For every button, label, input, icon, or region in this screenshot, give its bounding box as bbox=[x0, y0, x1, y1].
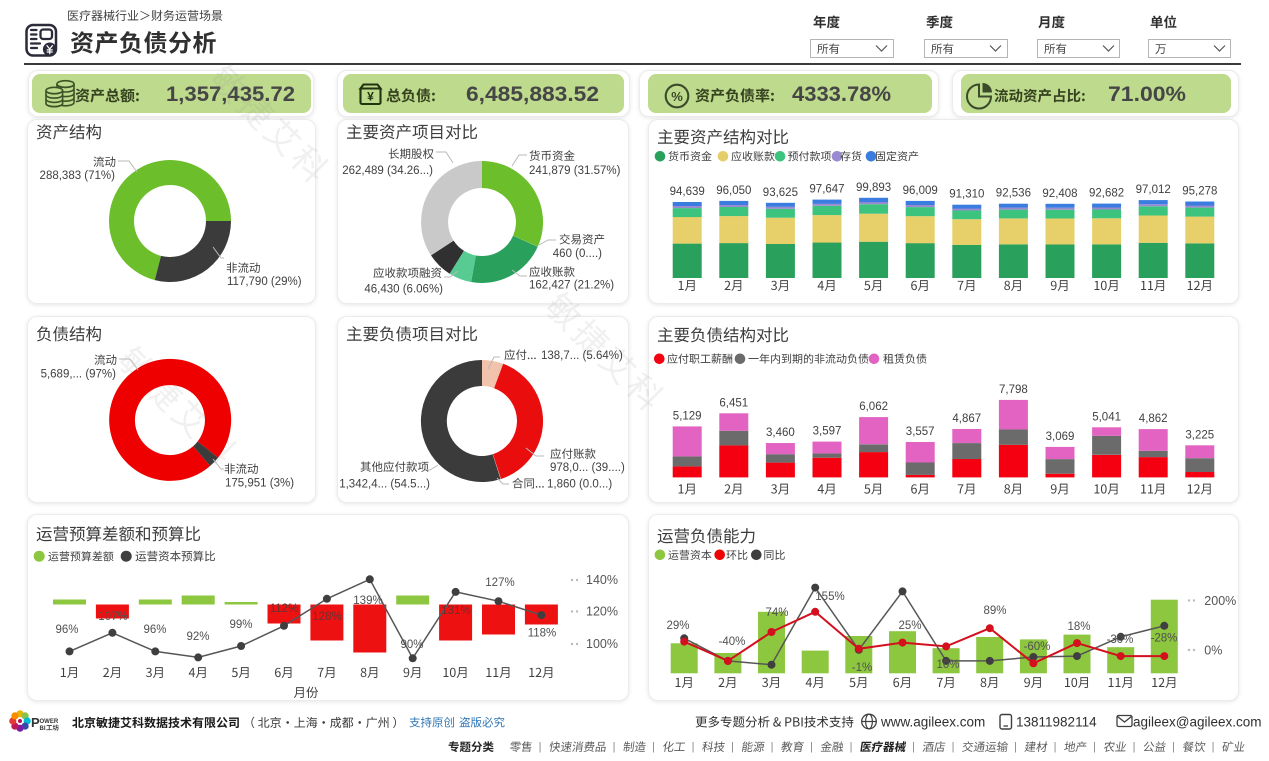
svg-text:%: % bbox=[671, 89, 683, 104]
svg-text:112%: 112% bbox=[270, 603, 299, 615]
svg-text:|: | bbox=[850, 741, 853, 753]
svg-text:46,430 (6.06%): 46,430 (6.06%) bbox=[364, 284, 443, 296]
svg-text:93,625: 93,625 bbox=[763, 187, 798, 199]
svg-text:6,062: 6,062 bbox=[859, 401, 888, 413]
svg-text:92%: 92% bbox=[186, 631, 209, 643]
svg-text:97,012: 97,012 bbox=[1136, 184, 1171, 196]
svg-text:162,427 (21.2%): 162,427 (21.2%) bbox=[529, 280, 614, 292]
svg-text:|: | bbox=[912, 741, 915, 753]
svg-text:3,557: 3,557 bbox=[906, 426, 935, 438]
svg-text:117,790 (29%): 117,790 (29%) bbox=[227, 276, 302, 288]
svg-text:94,639: 94,639 bbox=[670, 186, 705, 198]
svg-text:3,069: 3,069 bbox=[1046, 431, 1075, 443]
svg-text:P: P bbox=[31, 715, 40, 730]
svg-text:139%: 139% bbox=[353, 595, 382, 607]
svg-text:71.00%: 71.00% bbox=[1108, 83, 1186, 106]
svg-text:96,009: 96,009 bbox=[903, 185, 938, 197]
svg-text:|: | bbox=[1014, 741, 1017, 753]
svg-text:0%: 0% bbox=[1204, 644, 1222, 658]
svg-text:-1%: -1% bbox=[852, 662, 872, 674]
svg-text:241,879 (31.57%): 241,879 (31.57%) bbox=[529, 165, 621, 177]
svg-text:25%: 25% bbox=[898, 620, 921, 632]
svg-text:7,798: 7,798 bbox=[999, 384, 1028, 396]
svg-text:460 (0....): 460 (0....) bbox=[553, 248, 602, 260]
svg-text:99%: 99% bbox=[229, 619, 252, 631]
svg-text:6,451: 6,451 bbox=[719, 397, 748, 409]
svg-text:-40%: -40% bbox=[719, 636, 746, 648]
svg-text:138,7... (5.64%): 138,7... (5.64%) bbox=[541, 350, 623, 362]
svg-text:128%: 128% bbox=[312, 611, 341, 623]
svg-text:92,408: 92,408 bbox=[1042, 188, 1077, 200]
svg-text:|: | bbox=[1054, 741, 1057, 753]
svg-text:www.agileex.com: www.agileex.com bbox=[880, 715, 985, 730]
svg-text:175,951 (3%): 175,951 (3%) bbox=[225, 478, 294, 490]
svg-text:|: | bbox=[539, 741, 542, 753]
svg-text:|: | bbox=[731, 741, 734, 753]
svg-text:74%: 74% bbox=[765, 607, 788, 619]
svg-text:|: | bbox=[771, 741, 774, 753]
svg-text:4,862: 4,862 bbox=[1139, 413, 1168, 425]
svg-text:|: | bbox=[1212, 741, 1215, 753]
svg-text:978,0... (39....): 978,0... (39....) bbox=[550, 462, 625, 474]
svg-text:89%: 89% bbox=[983, 605, 1006, 617]
svg-text:91,310: 91,310 bbox=[949, 189, 984, 201]
svg-text:99,893: 99,893 bbox=[856, 182, 891, 194]
svg-text:|: | bbox=[652, 741, 655, 753]
svg-text:|: | bbox=[613, 741, 616, 753]
svg-text:107%: 107% bbox=[98, 611, 127, 623]
svg-text:13811982114: 13811982114 bbox=[1016, 715, 1097, 730]
svg-text:4333.78%: 4333.78% bbox=[792, 83, 891, 106]
svg-text:155%: 155% bbox=[815, 591, 844, 603]
svg-text:1,342,4... (54.5...): 1,342,4... (54.5...) bbox=[339, 479, 430, 491]
svg-text:96%: 96% bbox=[143, 624, 166, 636]
svg-text:262,489 (34.26...): 262,489 (34.26...) bbox=[342, 165, 433, 177]
svg-text:3,225: 3,225 bbox=[1185, 429, 1214, 441]
svg-text:92,536: 92,536 bbox=[996, 188, 1031, 200]
svg-text:5,129: 5,129 bbox=[673, 410, 702, 422]
svg-text:127%: 127% bbox=[485, 577, 514, 589]
svg-text:|: | bbox=[810, 741, 813, 753]
svg-text:|: | bbox=[1093, 741, 1096, 753]
svg-text:90%: 90% bbox=[400, 639, 423, 651]
svg-text:96%: 96% bbox=[55, 624, 78, 636]
svg-text:1,860 (0.0...): 1,860 (0.0...) bbox=[547, 479, 612, 491]
svg-text:5,689,... (97%): 5,689,... (97%) bbox=[41, 369, 117, 381]
svg-text:18%: 18% bbox=[1067, 621, 1090, 633]
svg-text:200%: 200% bbox=[1204, 594, 1236, 608]
svg-text:OWER: OWER bbox=[40, 719, 59, 725]
svg-text:BI: BI bbox=[40, 726, 46, 732]
svg-text:|: | bbox=[952, 741, 955, 753]
svg-text:3,460: 3,460 bbox=[766, 427, 795, 439]
svg-text:131%: 131% bbox=[441, 605, 470, 617]
svg-text:|: | bbox=[1133, 741, 1136, 753]
svg-text:92,682: 92,682 bbox=[1089, 188, 1124, 200]
svg-text:-30%: -30% bbox=[1107, 634, 1134, 646]
svg-text:3,597: 3,597 bbox=[813, 426, 842, 438]
svg-text:29%: 29% bbox=[666, 620, 689, 632]
svg-text:95,278: 95,278 bbox=[1182, 185, 1217, 197]
svg-text:5,041: 5,041 bbox=[1092, 411, 1121, 423]
svg-text:140%: 140% bbox=[586, 573, 618, 587]
svg-text:96,050: 96,050 bbox=[716, 185, 751, 197]
svg-text:100%: 100% bbox=[586, 637, 618, 651]
svg-text:10%: 10% bbox=[936, 659, 959, 671]
svg-text:97,647: 97,647 bbox=[809, 184, 844, 196]
svg-text:-28%: -28% bbox=[1151, 633, 1178, 645]
svg-text:¥: ¥ bbox=[367, 90, 374, 104]
svg-text:-60%: -60% bbox=[1024, 641, 1051, 653]
svg-text:|: | bbox=[692, 741, 695, 753]
svg-text:120%: 120% bbox=[586, 605, 618, 619]
svg-text:agileex@agileex.com: agileex@agileex.com bbox=[1133, 715, 1262, 730]
svg-text:6,485,883.52: 6,485,883.52 bbox=[466, 83, 599, 106]
svg-text:288,383 (71%): 288,383 (71%) bbox=[40, 170, 116, 182]
svg-text:118%: 118% bbox=[528, 628, 557, 640]
svg-text:|: | bbox=[1172, 741, 1175, 753]
svg-text:4,867: 4,867 bbox=[952, 413, 981, 425]
